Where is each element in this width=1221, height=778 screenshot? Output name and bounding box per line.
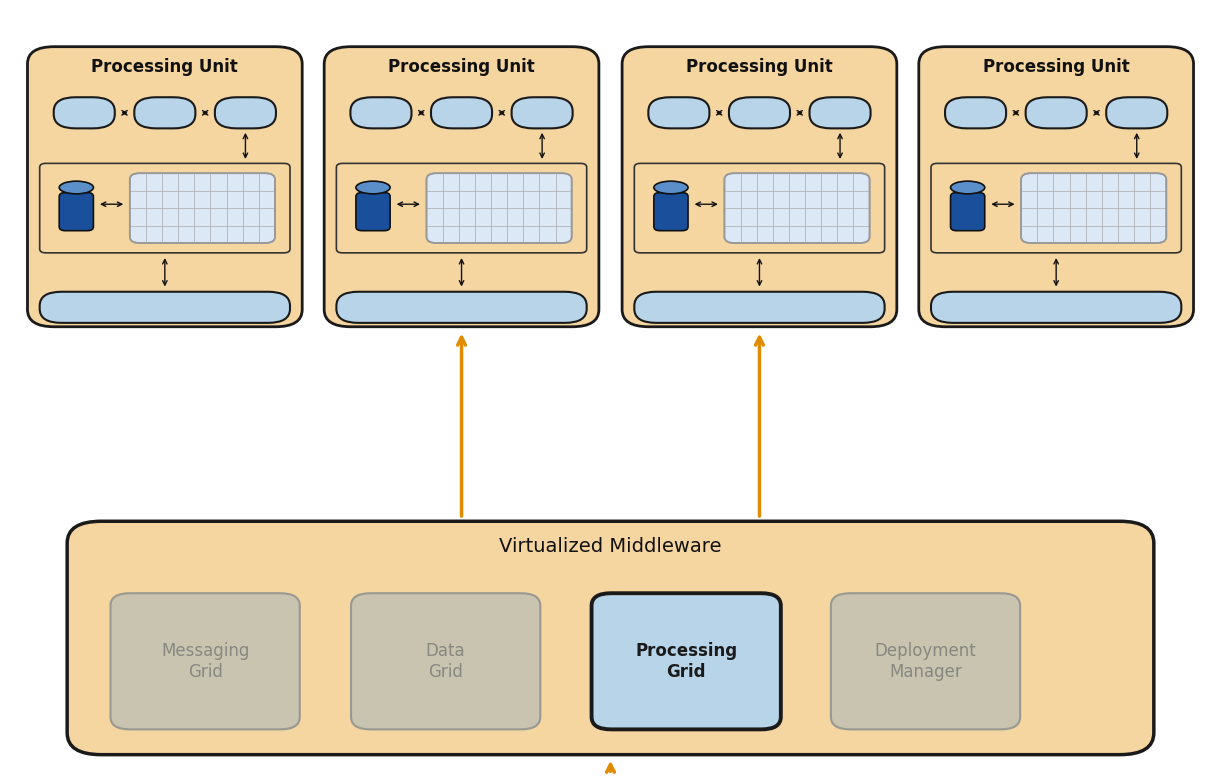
FancyBboxPatch shape (810, 97, 871, 128)
FancyBboxPatch shape (357, 193, 391, 231)
FancyBboxPatch shape (635, 163, 884, 253)
FancyBboxPatch shape (337, 292, 586, 323)
FancyBboxPatch shape (945, 97, 1006, 128)
FancyBboxPatch shape (930, 163, 1182, 253)
Text: Processing Unit: Processing Unit (92, 58, 238, 76)
FancyBboxPatch shape (729, 97, 790, 128)
FancyBboxPatch shape (352, 594, 541, 730)
FancyBboxPatch shape (129, 173, 275, 243)
Text: Data
Grid: Data Grid (426, 642, 465, 681)
Text: Messaging
Grid: Messaging Grid (161, 642, 249, 681)
FancyBboxPatch shape (111, 594, 300, 730)
FancyBboxPatch shape (426, 173, 571, 243)
Text: Processing Unit: Processing Unit (686, 58, 833, 76)
FancyBboxPatch shape (592, 594, 781, 730)
Text: Processing
Grid: Processing Grid (635, 642, 737, 681)
FancyBboxPatch shape (635, 292, 884, 323)
FancyBboxPatch shape (134, 97, 195, 128)
Ellipse shape (654, 181, 689, 194)
FancyBboxPatch shape (930, 292, 1182, 323)
FancyBboxPatch shape (918, 47, 1194, 327)
FancyBboxPatch shape (215, 97, 276, 128)
FancyBboxPatch shape (724, 173, 869, 243)
FancyBboxPatch shape (325, 47, 600, 327)
Text: Virtualized Middleware: Virtualized Middleware (499, 537, 722, 555)
Text: Processing Unit: Processing Unit (983, 58, 1129, 76)
FancyBboxPatch shape (1021, 173, 1166, 243)
Ellipse shape (357, 181, 391, 194)
FancyBboxPatch shape (337, 163, 587, 253)
FancyBboxPatch shape (621, 47, 896, 327)
Ellipse shape (59, 181, 93, 194)
FancyBboxPatch shape (654, 193, 689, 231)
FancyBboxPatch shape (648, 97, 709, 128)
FancyBboxPatch shape (951, 193, 984, 231)
FancyBboxPatch shape (67, 521, 1154, 755)
FancyBboxPatch shape (350, 97, 411, 128)
FancyBboxPatch shape (830, 594, 1021, 730)
FancyBboxPatch shape (40, 163, 291, 253)
FancyBboxPatch shape (431, 97, 492, 128)
FancyBboxPatch shape (1106, 97, 1167, 128)
FancyBboxPatch shape (40, 292, 291, 323)
Ellipse shape (950, 181, 984, 194)
Text: Deployment
Manager: Deployment Manager (874, 642, 977, 681)
FancyBboxPatch shape (1026, 97, 1087, 128)
FancyBboxPatch shape (28, 47, 303, 327)
FancyBboxPatch shape (512, 97, 573, 128)
Text: Processing Unit: Processing Unit (388, 58, 535, 76)
FancyBboxPatch shape (59, 193, 93, 231)
FancyBboxPatch shape (54, 97, 115, 128)
